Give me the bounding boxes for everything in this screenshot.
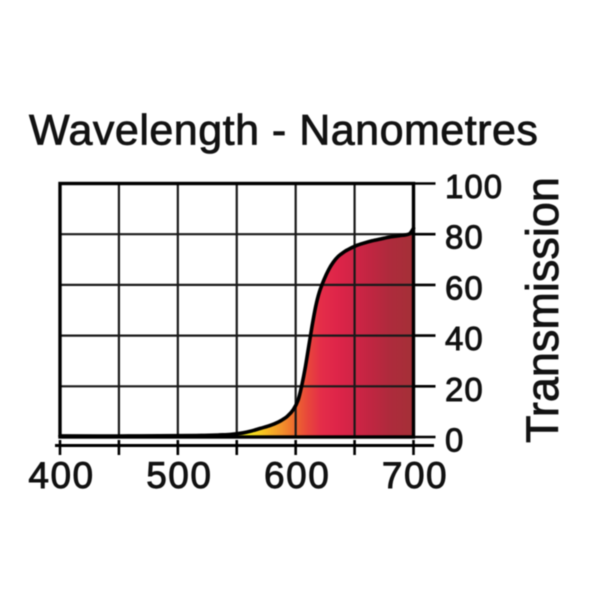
y-tick-labels: 0 20 40 60 80 100 bbox=[445, 168, 503, 459]
transmission-curve bbox=[58, 226, 416, 438]
gridline-layer bbox=[60, 183, 414, 437]
chart-title: Wavelength - Nanometres bbox=[29, 107, 538, 155]
y-tick-label: 20 bbox=[445, 371, 484, 408]
y-tick-label: 40 bbox=[445, 320, 484, 357]
x-tick-label: 500 bbox=[146, 455, 212, 496]
y-tick-label: 100 bbox=[445, 168, 503, 205]
curve-layer bbox=[58, 226, 416, 438]
axis-layer bbox=[55, 182, 436, 455]
y-axis-title: Transmission bbox=[517, 177, 568, 443]
plot-frame bbox=[58, 181, 416, 439]
x-tick-label: 400 bbox=[28, 455, 94, 496]
x-tick-label: 600 bbox=[264, 455, 330, 496]
plot-frame-layer bbox=[58, 181, 416, 439]
x-tick-labels: 400 500 600 700 bbox=[28, 455, 448, 497]
y-tick-label: 80 bbox=[445, 219, 484, 256]
x-tick-label: 700 bbox=[382, 455, 448, 496]
y-tick-label: 0 bbox=[445, 422, 464, 459]
y-tick-label: 60 bbox=[445, 269, 484, 306]
